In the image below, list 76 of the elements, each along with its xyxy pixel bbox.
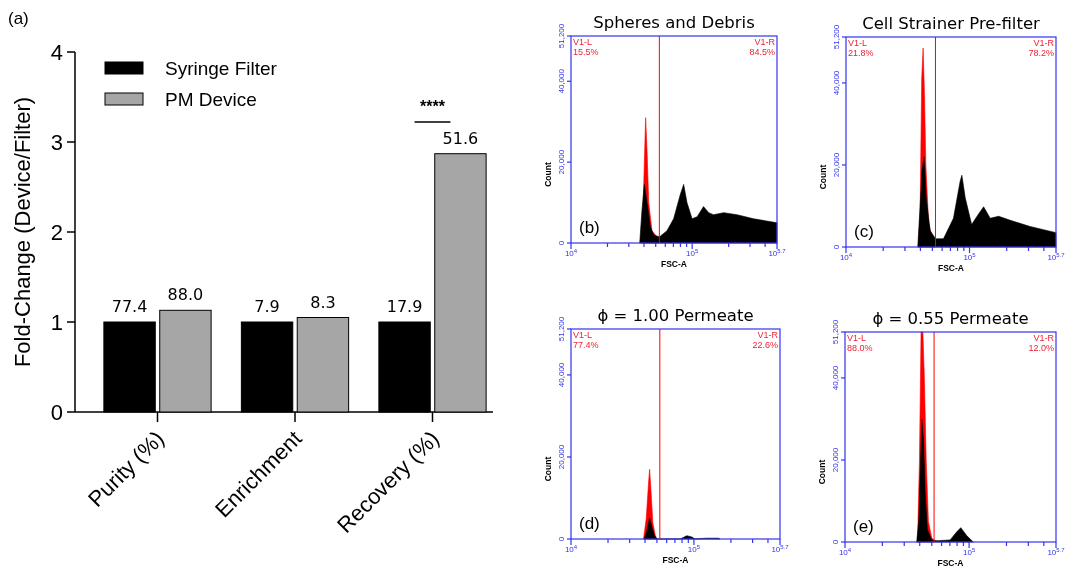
- annotation: V1-L: [573, 330, 593, 340]
- y-axis-title: Count: [818, 164, 828, 190]
- x-axis-title: FSC-A: [662, 555, 689, 565]
- x-axis-title: FSC-A: [937, 558, 964, 568]
- y-tick-label: 3: [50, 129, 63, 155]
- annotation: 51.6: [442, 128, 479, 148]
- y-tick-label: 51,200: [557, 316, 566, 342]
- chart-title: ϕ = 1.00 Permeate: [597, 306, 754, 325]
- y-tick-label: 0: [557, 536, 566, 542]
- annotation: 8.3: [310, 292, 336, 312]
- y-axis-title: Count: [543, 456, 553, 482]
- chart-title: Cell Strainer Pre-filter: [862, 14, 1041, 33]
- x-tick-label: 10$^{4}$: [838, 547, 852, 557]
- x-tick-label: 10$^{4}$: [839, 252, 853, 262]
- y-tick-label: 0: [832, 244, 841, 250]
- x-axis-title: FSC-A: [938, 263, 964, 273]
- y-tick-label: 20,000: [832, 152, 841, 178]
- y-tick-label: 0: [50, 399, 63, 425]
- x-tick-label: 10$^{5}$: [962, 547, 976, 557]
- annotation: ****: [420, 98, 446, 115]
- legend-label: PM Device: [165, 88, 257, 110]
- annotation: 78.2%: [1028, 48, 1054, 58]
- y-tick-label: 51,200: [832, 24, 841, 50]
- y-axis-title: Fold-Change (Device/Filter): [10, 96, 35, 368]
- chart-title: Spheres and Debris: [593, 13, 755, 32]
- x-tick-label: 10$^{5.7}$: [1047, 547, 1066, 557]
- x-tick-label: 10$^{5.7}$: [1047, 252, 1066, 262]
- y-tick-label: 1: [50, 309, 63, 335]
- y-tick-label: 40,000: [831, 365, 840, 391]
- annotation: V1-R: [1033, 333, 1055, 343]
- y-tick-label: 40,000: [557, 68, 566, 94]
- chart-title: (a): [8, 9, 29, 28]
- x-tick-label: 10$^{5}$: [686, 248, 699, 258]
- annotation: (c): [854, 222, 874, 241]
- annotation: 12.0%: [1028, 343, 1054, 353]
- y-tick-label: 20,000: [557, 444, 566, 470]
- x-axis-title: FSC-A: [661, 259, 687, 269]
- annotation: 17.9: [386, 297, 423, 316]
- annotation: (d): [579, 514, 600, 533]
- legend-label: Syringe Filter: [165, 57, 278, 79]
- annotation: 84.5%: [749, 47, 775, 57]
- x-tick-label: 10$^{5}$: [963, 252, 977, 262]
- annotation: 22.6%: [752, 340, 778, 350]
- annotation: (b): [579, 218, 600, 237]
- y-tick-label: 0: [831, 539, 840, 545]
- x-tick-label: 10$^{4}$: [564, 544, 578, 554]
- annotation: 15.5%: [573, 47, 599, 57]
- annotation: (e): [853, 517, 874, 536]
- annotation: V1-R: [1033, 38, 1055, 48]
- y-tick-label: 51,200: [831, 319, 840, 345]
- x-tick-label: 10$^{5.7}$: [771, 544, 790, 554]
- x-tick-label: 10$^{5.7}$: [768, 248, 787, 258]
- annotation: V1-L: [573, 37, 593, 47]
- y-tick-label: 20,000: [557, 149, 566, 175]
- annotation: V1-L: [847, 333, 867, 343]
- annotation: 77.4%: [573, 340, 599, 350]
- y-tick-label: 40,000: [832, 70, 841, 96]
- annotation: V1-R: [757, 330, 779, 340]
- chart-title: ϕ = 0.55 Permeate: [872, 309, 1029, 328]
- y-axis-title: Count: [543, 162, 553, 187]
- annotation: 21.8%: [848, 48, 874, 58]
- y-tick-label: 20,000: [831, 447, 840, 473]
- annotation: V1-R: [754, 37, 776, 47]
- annotation: 7.9: [254, 297, 280, 316]
- y-axis-title: Count: [817, 459, 827, 485]
- y-tick-label: 2: [50, 219, 63, 245]
- x-tick-label: 10$^{4}$: [564, 248, 578, 258]
- annotation: 77.4: [111, 297, 148, 316]
- x-tick-label: 10$^{5}$: [687, 544, 701, 554]
- annotation: V1-L: [848, 38, 868, 48]
- annotation: 88.0: [167, 285, 204, 305]
- y-tick-label: 4: [50, 39, 63, 65]
- annotation: 88.0%: [847, 343, 873, 353]
- y-tick-label: 40,000: [557, 362, 566, 388]
- y-tick-label: 51,200: [557, 23, 566, 49]
- y-tick-label: 0: [557, 240, 566, 246]
